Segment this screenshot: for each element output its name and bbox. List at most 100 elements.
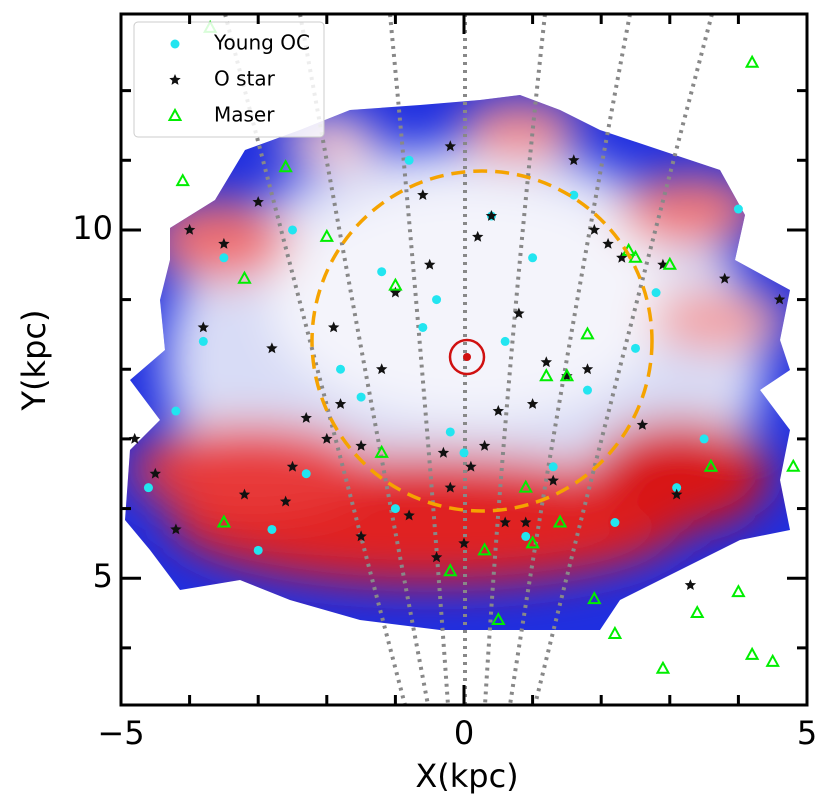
point xyxy=(636,419,649,430)
point xyxy=(765,653,780,667)
point xyxy=(458,537,470,549)
point xyxy=(703,458,719,472)
point xyxy=(404,155,414,165)
point xyxy=(580,326,595,340)
point xyxy=(672,483,682,493)
point xyxy=(477,542,492,556)
point xyxy=(513,307,525,319)
point xyxy=(459,448,469,458)
point xyxy=(525,535,540,549)
point xyxy=(129,432,141,444)
point xyxy=(744,54,760,68)
orange-circle xyxy=(310,169,654,513)
point xyxy=(171,406,181,416)
point xyxy=(301,469,311,479)
point xyxy=(390,504,400,514)
point xyxy=(417,189,429,200)
point xyxy=(252,196,264,207)
point xyxy=(610,517,620,527)
point xyxy=(279,495,292,507)
legend: Young OC O star Maser xyxy=(133,21,325,138)
point xyxy=(237,270,252,284)
point xyxy=(183,223,196,235)
point xyxy=(389,286,402,298)
point xyxy=(616,251,628,263)
x-tick-label: 0 xyxy=(454,714,474,752)
point xyxy=(266,342,278,354)
point xyxy=(733,204,743,214)
point xyxy=(336,364,346,374)
point xyxy=(376,363,388,375)
x-tick-label: −5 xyxy=(97,714,144,752)
point xyxy=(773,293,786,305)
point xyxy=(149,467,161,479)
point xyxy=(216,514,232,528)
point xyxy=(430,551,443,563)
y-tick-label: 5 xyxy=(93,557,113,595)
point xyxy=(319,228,334,242)
point xyxy=(499,516,511,528)
point xyxy=(253,545,263,555)
point xyxy=(388,277,403,291)
point xyxy=(328,321,340,333)
point xyxy=(445,427,455,437)
point xyxy=(334,398,347,409)
point xyxy=(588,223,600,235)
legend-marker xyxy=(169,74,181,85)
point xyxy=(540,356,552,368)
point xyxy=(444,481,456,493)
point xyxy=(518,479,533,493)
point xyxy=(655,660,671,674)
point xyxy=(521,531,531,541)
point xyxy=(444,140,456,152)
point xyxy=(472,230,484,242)
point xyxy=(548,462,558,472)
point xyxy=(143,483,153,493)
point xyxy=(321,432,333,444)
point xyxy=(561,370,573,382)
point xyxy=(651,288,661,298)
legend-label: Maser xyxy=(214,103,275,127)
point xyxy=(288,225,297,235)
point xyxy=(526,398,539,409)
point xyxy=(300,412,312,423)
y-axis-label: Y(kpc) xyxy=(15,310,53,412)
point xyxy=(355,530,367,542)
point xyxy=(582,385,592,395)
point xyxy=(631,343,640,353)
point xyxy=(197,321,209,333)
legend-marker xyxy=(167,107,183,121)
point xyxy=(587,591,602,605)
legend-label: O star xyxy=(214,67,276,91)
point xyxy=(520,516,532,528)
point xyxy=(267,524,277,534)
point xyxy=(491,611,506,626)
point xyxy=(374,444,389,458)
sun-dot xyxy=(463,353,471,361)
point xyxy=(218,237,230,249)
point xyxy=(485,210,498,221)
point xyxy=(437,446,450,458)
point xyxy=(432,295,442,305)
point xyxy=(478,439,491,451)
point xyxy=(443,563,458,577)
point xyxy=(559,368,575,382)
point xyxy=(671,488,683,500)
point xyxy=(602,237,614,249)
sun-circle xyxy=(448,338,486,376)
point xyxy=(552,514,568,528)
point xyxy=(581,363,594,375)
x-axis-label: X(kpc) xyxy=(415,757,518,795)
point xyxy=(744,646,760,660)
point xyxy=(690,604,705,619)
legend-marker xyxy=(170,39,180,49)
point xyxy=(355,439,367,451)
point xyxy=(356,392,366,402)
point xyxy=(424,258,436,270)
legend-label: Young OC xyxy=(213,31,310,55)
point xyxy=(175,173,190,187)
point xyxy=(568,154,580,166)
point xyxy=(286,460,299,472)
